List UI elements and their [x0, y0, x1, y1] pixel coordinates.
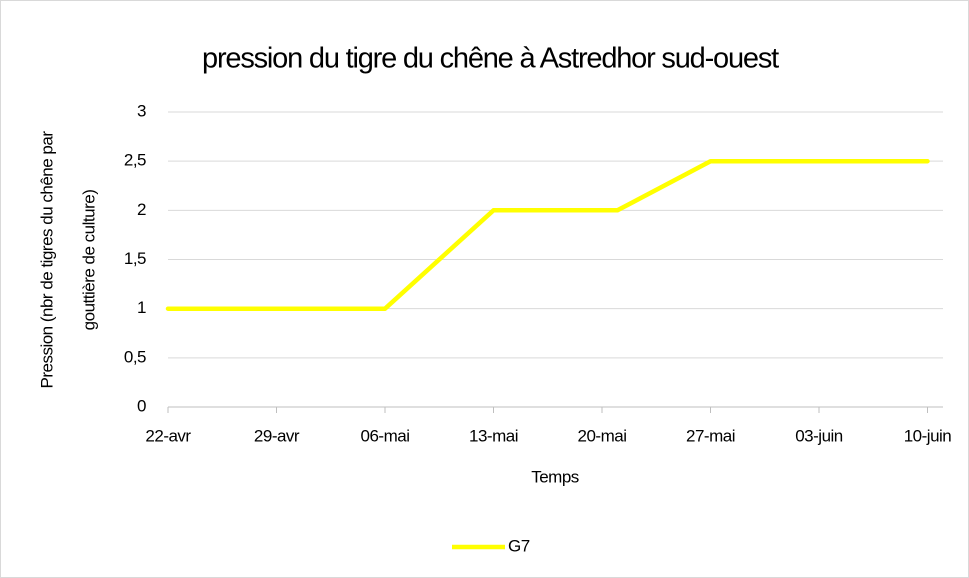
y-tick-label: 0,5	[124, 347, 146, 366]
x-tick-label: 29-avr	[254, 426, 300, 445]
y-tick-label: 2,5	[124, 151, 146, 170]
x-tick-label: 06-mai	[361, 426, 410, 445]
x-tick-label: 27-mai	[686, 426, 735, 445]
x-tick-label: 22-avr	[145, 426, 191, 445]
y-axis-title: gouttière de culture)	[79, 190, 98, 331]
y-tick-label: 3	[137, 101, 146, 120]
y-tick-label: 2	[137, 200, 146, 219]
data-line	[165, 158, 930, 311]
x-tick-label: 03-juin	[795, 426, 843, 445]
chart-title: pression du tigre du chêne à Astredhor s…	[202, 43, 779, 75]
legend-label: G7	[508, 536, 530, 555]
y-axis-title: Pression (nbr de tigres du chêne par	[37, 131, 56, 389]
x-axis-title: Temps	[531, 467, 579, 486]
x-tick-label: 10-juin	[904, 426, 952, 445]
x-tick-label: 20-mai	[578, 426, 627, 445]
y-tick-label: 1,5	[124, 249, 146, 268]
y-tick-label: 1	[137, 298, 146, 317]
y-tick-label: 0	[137, 396, 146, 415]
x-tick-label: 13-mai	[469, 426, 518, 445]
